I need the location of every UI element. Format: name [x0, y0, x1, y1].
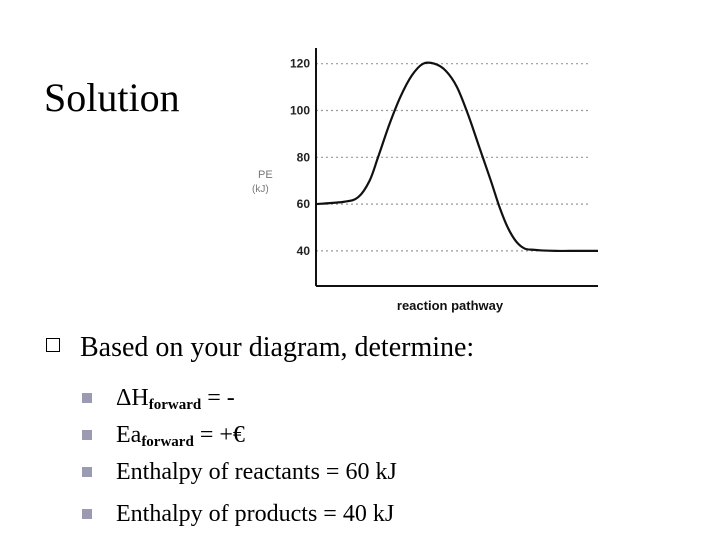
y-tick-label-60: 60 — [297, 197, 311, 211]
chart-axes — [315, 48, 598, 287]
sub-bullet-text: ΔHforward = - — [116, 386, 235, 413]
main-bullet-box — [46, 338, 60, 352]
ea-value: = +€ — [193, 422, 245, 448]
bullet-square-icon — [82, 393, 92, 403]
sub-bullet-text: Enthalpy of reactants = 60 kJ — [116, 459, 397, 485]
x-axis-label: reaction pathway — [397, 298, 504, 313]
delta-h-label: ΔH — [116, 385, 149, 411]
y-axis-label-line2: (kJ) — [252, 184, 269, 195]
main-bullet-text: Based on your diagram, determine: — [80, 332, 475, 363]
ea-label: Ea — [116, 422, 142, 448]
chart-ticks: 40 60 80 100 120 — [290, 57, 310, 258]
subscript-forward: forward — [148, 397, 202, 413]
delta-h-value: = - — [201, 385, 235, 411]
energy-curve-line — [315, 61, 599, 253]
y-tick-label-120: 120 — [290, 57, 310, 71]
chart-series — [315, 61, 599, 253]
sub-bullet-text: Enthalpy of products = 40 kJ — [116, 501, 395, 527]
bullet-square-icon — [82, 509, 92, 519]
bullet-square-icon — [82, 467, 92, 477]
chart-grid — [316, 63, 588, 252]
subscript-forward: forward — [141, 434, 194, 450]
bullet-square-icon — [82, 430, 92, 440]
y-axis-label-line1: PE — [258, 169, 273, 181]
sub-bullet-text: Eaforward = +€ — [116, 423, 245, 450]
slide-title: Solution — [44, 75, 180, 120]
energy-diagram-chart: 40 60 80 100 120 PE (kJ) reaction pathway — [252, 48, 599, 313]
y-tick-label-40: 40 — [297, 244, 311, 258]
y-tick-label-100: 100 — [290, 104, 310, 118]
y-tick-label-80: 80 — [297, 150, 311, 164]
